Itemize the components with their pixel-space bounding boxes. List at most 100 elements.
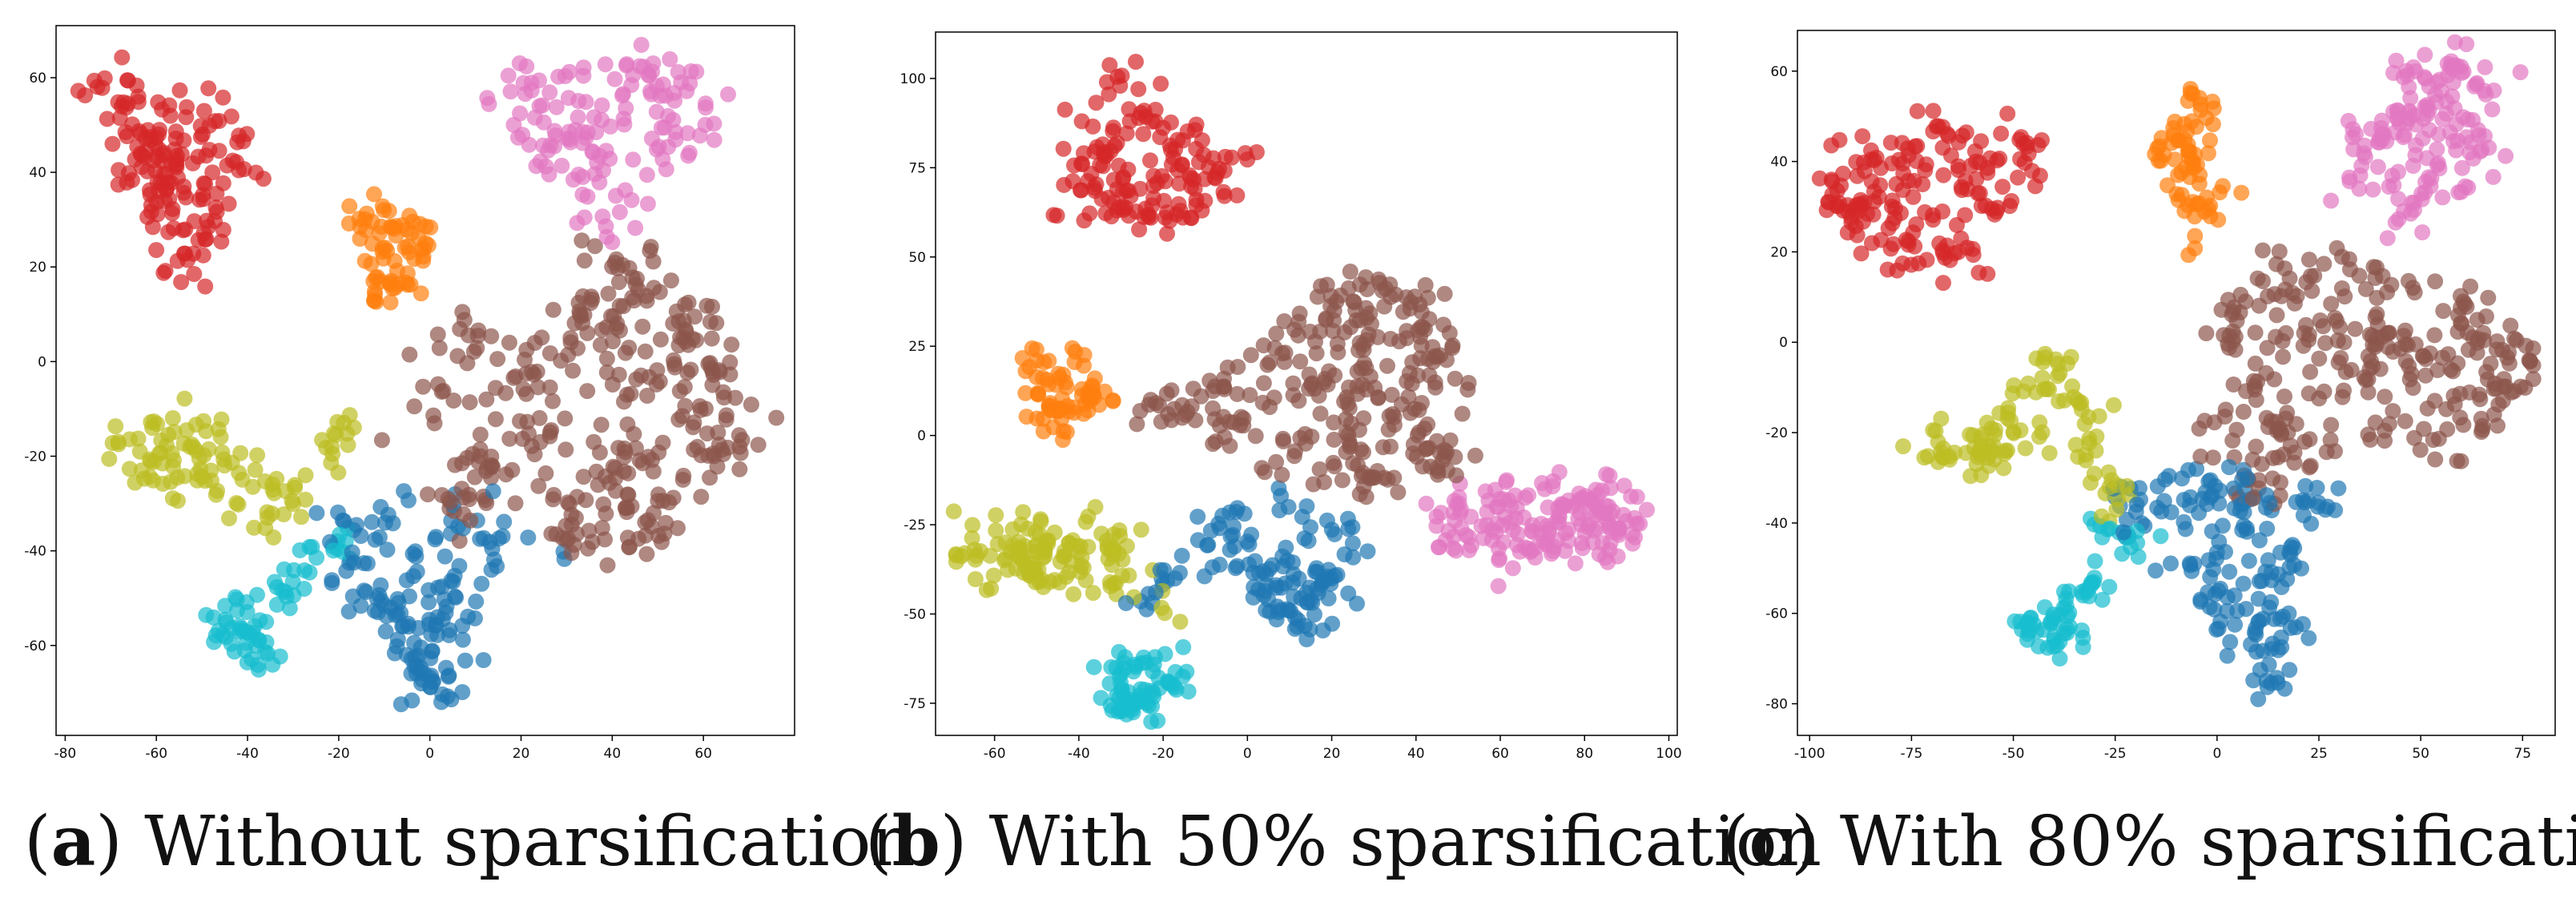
point-blue (2270, 566, 2287, 582)
point-brown (2300, 252, 2317, 268)
point-pink (2438, 105, 2454, 122)
point-red (1970, 264, 1987, 281)
point-cyan (2074, 622, 2090, 638)
point-red (1964, 240, 1981, 257)
point-brown (2518, 337, 2534, 354)
point-olive (1032, 511, 1049, 528)
point-red (119, 128, 135, 144)
point-cyan (308, 550, 325, 566)
point-cyan (2130, 549, 2147, 565)
point-brown (2449, 307, 2466, 324)
point-brown (2225, 377, 2242, 393)
point-cyan (1135, 649, 1152, 666)
point-blue (2147, 562, 2164, 579)
point-brown (541, 379, 558, 396)
point-brown (718, 407, 735, 424)
point-pink (2402, 90, 2419, 107)
point-brown (1326, 431, 1342, 448)
point-brown (1183, 398, 1200, 415)
point-red (2034, 132, 2050, 148)
point-brown (674, 408, 690, 425)
point-brown (2268, 256, 2284, 272)
point-brown (487, 411, 504, 428)
point-brown (597, 531, 613, 548)
point-brown (2480, 289, 2497, 306)
point-brown (626, 292, 642, 309)
point-blue (408, 548, 425, 565)
point-brown (453, 455, 470, 472)
point-brown (1379, 357, 1395, 374)
point-brown (2247, 324, 2264, 341)
point-red (1153, 75, 1169, 92)
point-brown (2244, 490, 2261, 507)
x-tick-label: 40 (1407, 746, 1425, 762)
point-olive (212, 429, 229, 445)
point-pink (1418, 495, 1435, 512)
point-pink (1499, 472, 1515, 489)
point-red (1083, 166, 1100, 182)
point-orange (413, 285, 429, 302)
point-brown (679, 364, 696, 381)
point-cyan (292, 542, 308, 558)
point-brown (2333, 280, 2350, 296)
point-olive (2020, 375, 2037, 392)
point-pink (616, 116, 633, 133)
y-tick-label: -75 (904, 696, 926, 712)
point-red (1882, 135, 1899, 151)
point-brown (406, 398, 423, 415)
y-tick-label: 60 (1770, 64, 1788, 80)
point-red (1977, 197, 1994, 214)
point-brown (727, 389, 743, 406)
point-olive (175, 435, 192, 452)
point-brown (507, 368, 524, 385)
x-tick-label: 0 (425, 746, 434, 762)
point-red (223, 108, 239, 125)
point-pink (1585, 522, 1602, 539)
point-blue (1314, 574, 1330, 590)
point-brown (1459, 381, 1476, 398)
point-brown (1129, 416, 1145, 433)
point-blue (520, 530, 537, 546)
point-brown (579, 383, 596, 400)
point-cyan (2006, 613, 2023, 630)
point-pink (2387, 214, 2404, 231)
point-brown (1380, 421, 1397, 438)
point-red (1928, 118, 1945, 135)
point-pink (540, 142, 557, 159)
point-olive (1133, 521, 1149, 538)
point-blue (1273, 579, 1290, 596)
point-blue (2200, 473, 2217, 489)
point-blue (447, 588, 463, 605)
point-pink (2417, 46, 2433, 63)
point-brown (533, 329, 550, 346)
point-olive (2087, 442, 2104, 459)
point-pink (1510, 525, 1526, 542)
point-brown (592, 336, 609, 353)
point-red (1905, 188, 1922, 205)
point-pink (1490, 578, 1507, 594)
point-red (1854, 128, 1871, 145)
point-red (1055, 140, 1072, 157)
y-tick-label: 75 (908, 160, 926, 176)
point-brown (598, 364, 615, 381)
point-cyan (1180, 683, 1197, 700)
point-brown (2412, 441, 2429, 458)
point-blue (1173, 547, 1190, 564)
point-blue (2300, 630, 2317, 646)
point-cyan (2081, 588, 2098, 605)
point-red (1145, 190, 1162, 207)
point-blue (2219, 602, 2236, 619)
point-brown (2316, 256, 2332, 272)
point-red (1970, 185, 1986, 202)
point-pink (509, 129, 526, 146)
point-brown (1411, 401, 1427, 418)
point-red (255, 171, 272, 187)
point-cyan (1104, 702, 1121, 719)
point-brown (2237, 293, 2254, 310)
point-pink (1601, 467, 1618, 484)
y-tick-label: 50 (908, 250, 926, 266)
point-pink (1551, 509, 1568, 525)
point-red (1073, 113, 1090, 130)
point-orange (1064, 340, 1081, 356)
point-olive (1012, 516, 1029, 533)
